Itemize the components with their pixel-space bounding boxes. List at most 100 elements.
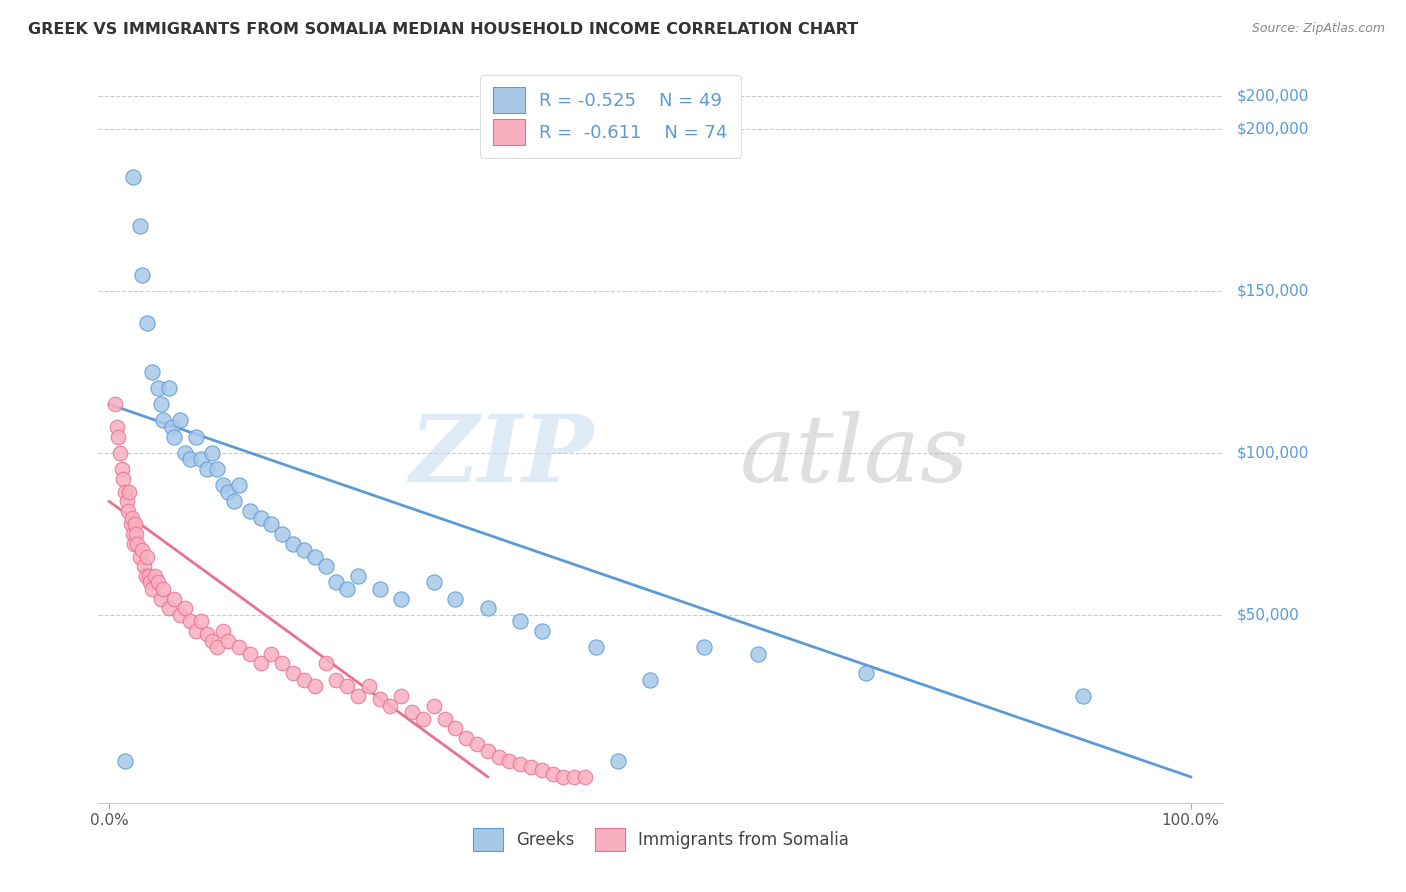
Point bbox=[239, 504, 262, 518]
Point bbox=[211, 478, 233, 492]
Point bbox=[260, 647, 283, 661]
Point bbox=[281, 666, 304, 681]
Point bbox=[292, 543, 315, 558]
Point bbox=[143, 569, 166, 583]
Point bbox=[530, 764, 553, 778]
Point bbox=[401, 705, 423, 719]
Point bbox=[260, 517, 283, 532]
Point bbox=[562, 770, 585, 784]
Point bbox=[121, 510, 143, 524]
Point bbox=[184, 624, 207, 638]
Point bbox=[444, 591, 467, 606]
Point bbox=[125, 527, 148, 541]
Point bbox=[179, 452, 201, 467]
Point bbox=[136, 316, 159, 330]
Point bbox=[509, 615, 531, 629]
Point bbox=[117, 504, 139, 518]
Point bbox=[124, 517, 146, 532]
Point bbox=[271, 657, 294, 671]
Text: $200,000: $200,000 bbox=[1237, 89, 1309, 104]
Point bbox=[368, 582, 391, 596]
Point bbox=[281, 536, 304, 550]
Point bbox=[638, 673, 661, 687]
Point bbox=[201, 633, 224, 648]
Point bbox=[135, 569, 157, 583]
Text: $200,000: $200,000 bbox=[1237, 121, 1309, 136]
Legend: Greeks, Immigrants from Somalia: Greeks, Immigrants from Somalia bbox=[464, 819, 858, 860]
Point bbox=[107, 430, 129, 444]
Point bbox=[456, 731, 478, 745]
Point bbox=[115, 494, 138, 508]
Point bbox=[120, 517, 142, 532]
Text: Source: ZipAtlas.com: Source: ZipAtlas.com bbox=[1251, 22, 1385, 36]
Point bbox=[553, 770, 575, 784]
Point bbox=[195, 462, 218, 476]
Point bbox=[222, 494, 245, 508]
Point bbox=[136, 549, 159, 564]
Point bbox=[315, 657, 337, 671]
Point bbox=[163, 430, 186, 444]
Point bbox=[160, 420, 183, 434]
Point bbox=[146, 381, 169, 395]
Point bbox=[190, 615, 212, 629]
Point bbox=[422, 575, 444, 590]
Point bbox=[488, 750, 510, 764]
Point bbox=[150, 397, 173, 411]
Point bbox=[477, 601, 499, 615]
Point bbox=[128, 549, 150, 564]
Point bbox=[141, 582, 163, 596]
Point bbox=[520, 760, 543, 774]
Point bbox=[477, 744, 499, 758]
Text: $150,000: $150,000 bbox=[1237, 284, 1309, 299]
Point bbox=[112, 472, 135, 486]
Text: ZIP: ZIP bbox=[409, 411, 593, 501]
Point bbox=[127, 536, 149, 550]
Point bbox=[128, 219, 150, 233]
Point bbox=[347, 689, 370, 703]
Point bbox=[105, 420, 128, 434]
Point bbox=[146, 575, 169, 590]
Point bbox=[207, 462, 229, 476]
Point bbox=[114, 484, 136, 499]
Point bbox=[141, 365, 163, 379]
Point bbox=[304, 679, 326, 693]
Point bbox=[509, 756, 531, 771]
Point bbox=[530, 624, 553, 638]
Point bbox=[239, 647, 262, 661]
Point bbox=[152, 413, 174, 427]
Point bbox=[541, 766, 564, 780]
Point bbox=[389, 591, 412, 606]
Point bbox=[422, 698, 444, 713]
Point bbox=[368, 692, 391, 706]
Point bbox=[169, 413, 191, 427]
Point bbox=[163, 591, 186, 606]
Point bbox=[122, 170, 145, 185]
Point bbox=[498, 754, 520, 768]
Point bbox=[201, 446, 224, 460]
Text: GREEK VS IMMIGRANTS FROM SOMALIA MEDIAN HOUSEHOLD INCOME CORRELATION CHART: GREEK VS IMMIGRANTS FROM SOMALIA MEDIAN … bbox=[28, 22, 858, 37]
Point bbox=[693, 640, 716, 655]
Point bbox=[131, 268, 153, 282]
Point bbox=[325, 575, 347, 590]
Point bbox=[585, 640, 607, 655]
Point bbox=[217, 633, 239, 648]
Point bbox=[1071, 689, 1094, 703]
Point bbox=[574, 770, 596, 784]
Point bbox=[228, 640, 250, 655]
Point bbox=[433, 712, 456, 726]
Text: $50,000: $50,000 bbox=[1237, 607, 1299, 623]
Point bbox=[207, 640, 229, 655]
Point bbox=[174, 601, 197, 615]
Point bbox=[315, 559, 337, 574]
Point bbox=[336, 679, 359, 693]
Point bbox=[304, 549, 326, 564]
Point bbox=[325, 673, 347, 687]
Point bbox=[118, 484, 141, 499]
Point bbox=[152, 582, 174, 596]
Point bbox=[444, 721, 467, 735]
Point bbox=[747, 647, 769, 661]
Point bbox=[357, 679, 380, 693]
Point bbox=[211, 624, 233, 638]
Point bbox=[122, 527, 145, 541]
Point bbox=[157, 601, 180, 615]
